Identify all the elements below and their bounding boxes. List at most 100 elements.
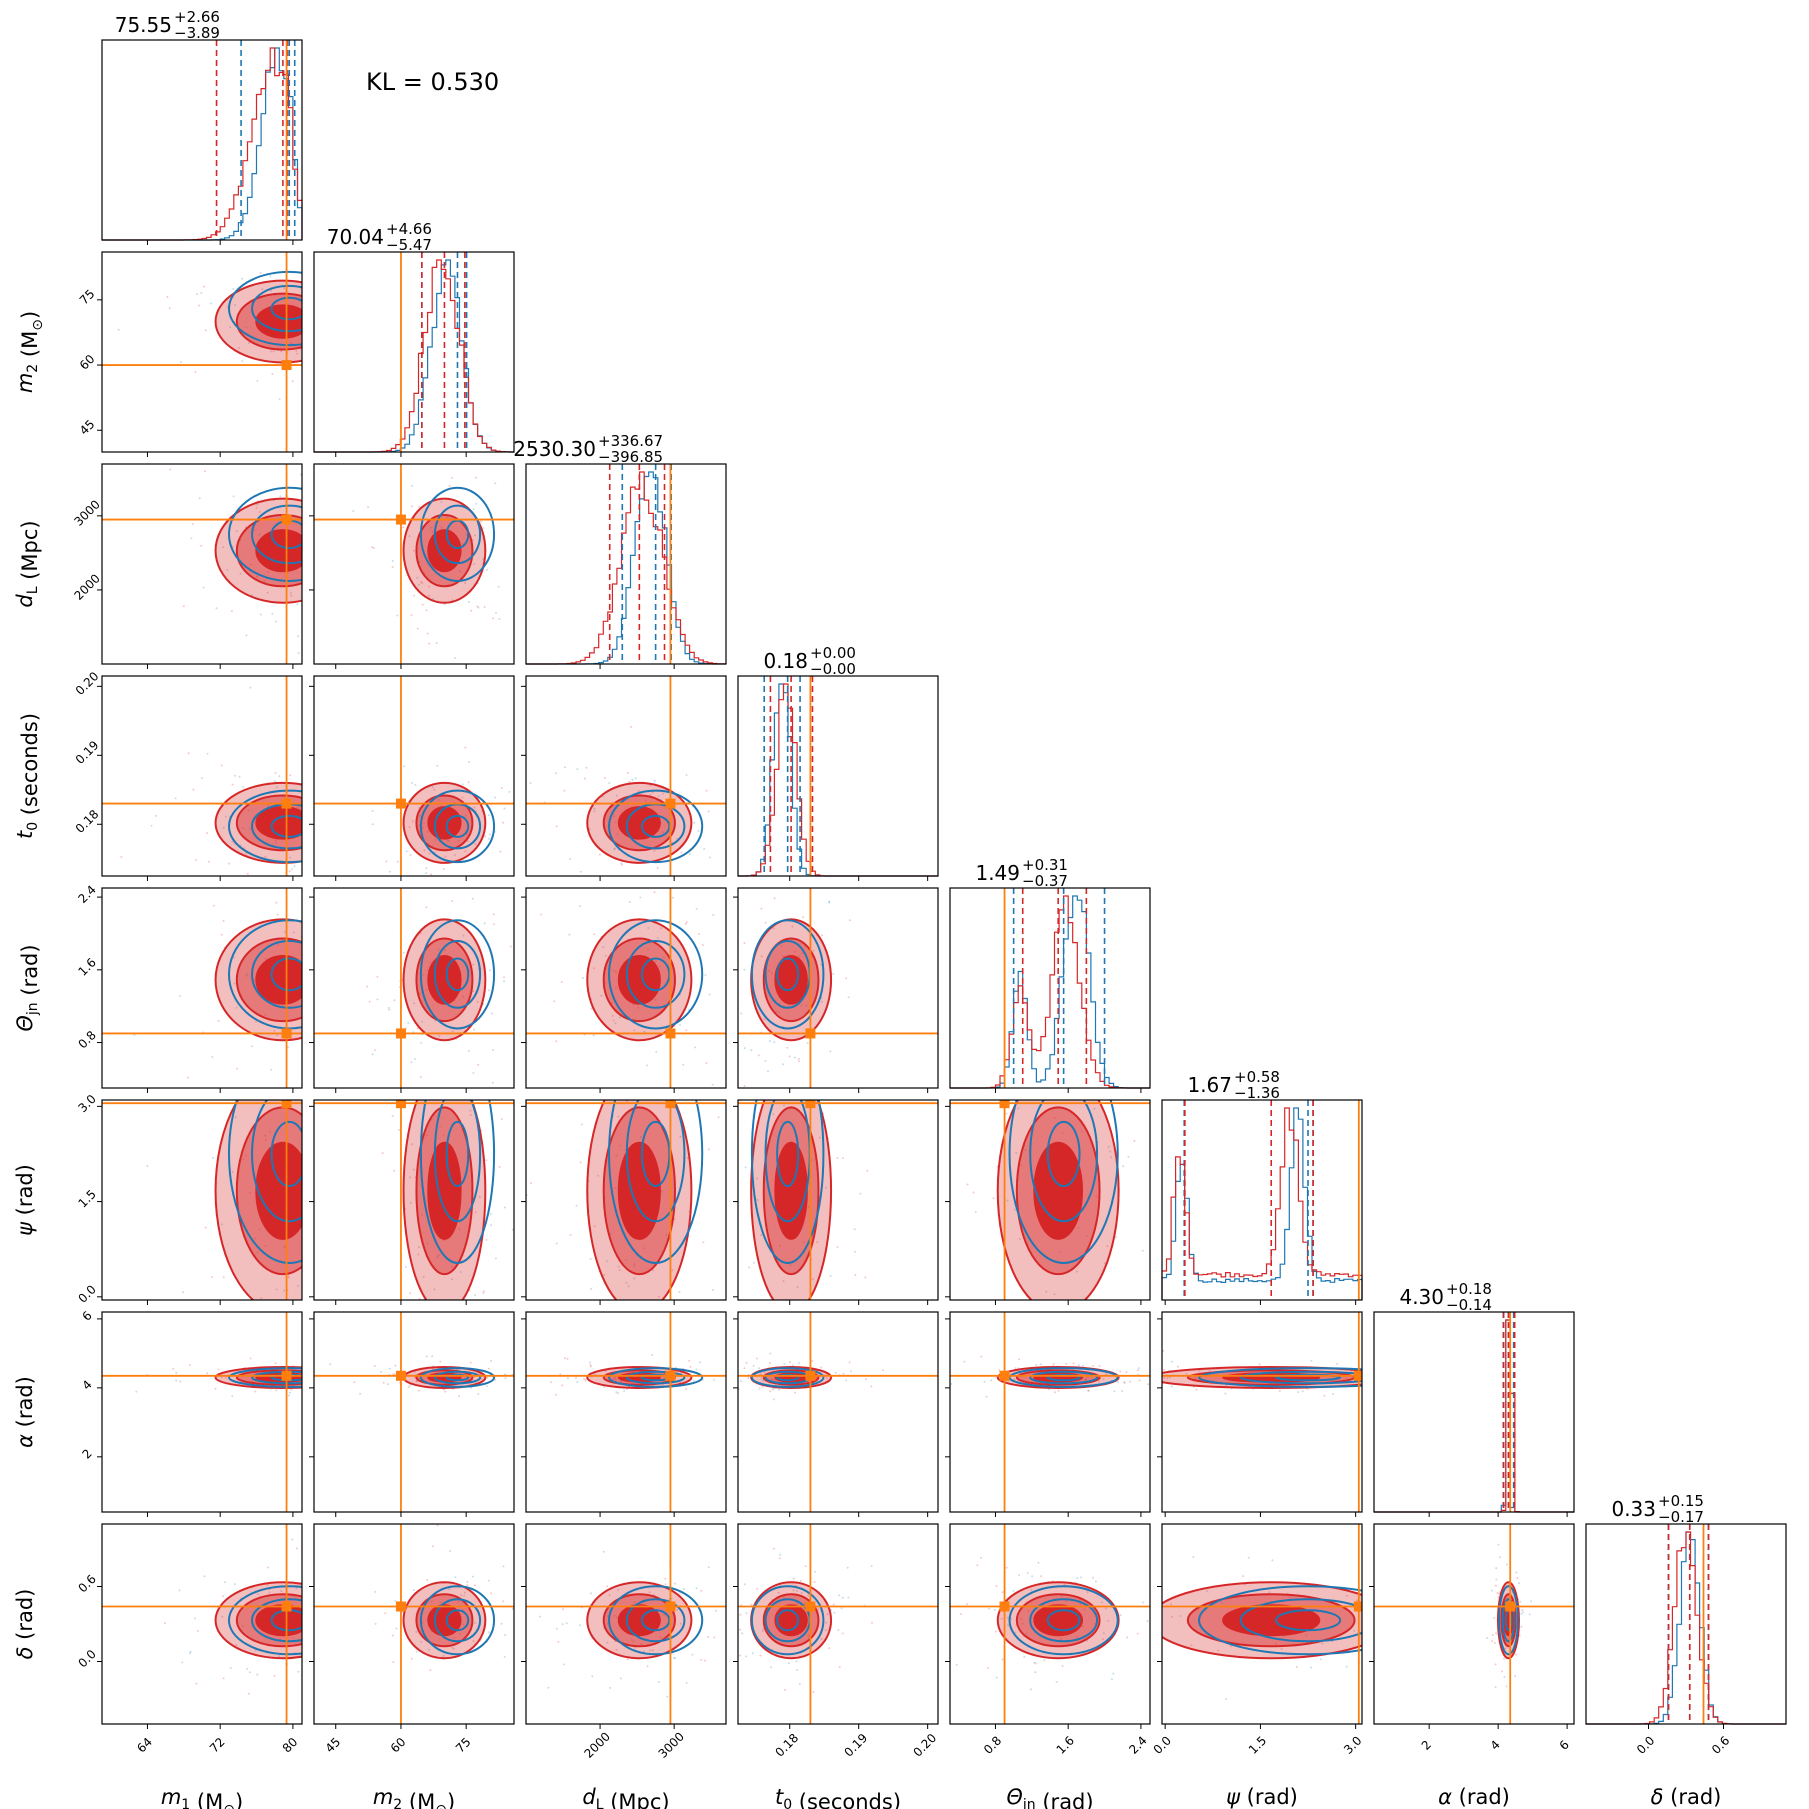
- sample-point: [403, 1044, 405, 1046]
- sample-point: [357, 1395, 359, 1397]
- sample-point: [418, 1246, 420, 1249]
- sample-point: [654, 1734, 656, 1736]
- sample-point: [1153, 1003, 1155, 1005]
- sample-point: [603, 1273, 606, 1276]
- sample-point: [770, 1666, 772, 1669]
- sample-point: [579, 1161, 582, 1164]
- sample-point: [1170, 1385, 1173, 1388]
- panel-frame: [1161, 1311, 1363, 1513]
- sample-point: [866, 1169, 869, 1172]
- contour-blue-outer: [1498, 1585, 1519, 1656]
- panel-content: [738, 1063, 938, 1448]
- sample-point: [633, 1265, 636, 1268]
- sample-point: [530, 1182, 532, 1185]
- sample-point: [291, 1538, 294, 1541]
- panel-frame: [525, 887, 727, 1089]
- sample-point: [297, 1284, 300, 1287]
- sample-point: [295, 350, 298, 352]
- sample-point: [438, 1125, 441, 1128]
- sample-point: [274, 772, 277, 774]
- sample-point: [325, 1277, 327, 1279]
- sample-point: [464, 814, 467, 817]
- sample-point: [743, 942, 746, 945]
- sample-point: [317, 574, 319, 576]
- sample-point: [658, 965, 661, 968]
- sample-point: [751, 1652, 754, 1655]
- sample-point: [234, 774, 237, 777]
- sample-point: [763, 1371, 766, 1374]
- sample-point: [204, 470, 206, 473]
- sample-point: [305, 982, 307, 984]
- sample-point: [253, 529, 256, 532]
- sample-point: [359, 1392, 362, 1395]
- sample-point: [387, 1006, 390, 1009]
- sample-point: [700, 1589, 703, 1592]
- sample-point: [648, 1591, 651, 1594]
- sample-point: [511, 1607, 514, 1610]
- sample-point: [618, 1269, 621, 1272]
- contour-blue-mid: [625, 1100, 686, 1223]
- sample-point: [393, 1373, 396, 1375]
- sample-point: [813, 1581, 816, 1583]
- sample-point: [603, 1385, 606, 1388]
- sample-point: [427, 830, 429, 833]
- sample-point: [333, 1021, 335, 1023]
- y-tick-label: 4: [80, 1377, 95, 1392]
- sample-point: [259, 613, 262, 616]
- sample-point: [392, 1661, 395, 1664]
- sample-point: [384, 306, 386, 308]
- sample-point: [1446, 1377, 1448, 1379]
- sample-point: [1519, 1600, 1522, 1603]
- sample-point: [428, 866, 430, 868]
- sample-point: [267, 1566, 270, 1569]
- sample-point: [494, 1378, 497, 1381]
- sample-point: [819, 1341, 821, 1343]
- sample-point: [816, 1241, 819, 1243]
- sample-point: [1491, 1640, 1494, 1643]
- sample-point: [497, 585, 500, 588]
- sample-point: [330, 279, 332, 281]
- sample-point: [732, 1375, 734, 1377]
- y-tick-label: 60: [77, 352, 98, 373]
- sample-point: [1081, 1625, 1084, 1628]
- sample-point: [439, 1360, 442, 1363]
- sample-point: [613, 1326, 615, 1328]
- sample-point: [317, 635, 319, 637]
- sample-point: [204, 329, 207, 332]
- sample-point: [740, 1446, 742, 1448]
- sample-point: [772, 846, 774, 848]
- sample-point: [324, 1377, 326, 1379]
- sample-point: [303, 974, 305, 976]
- sample-point: [1033, 1661, 1036, 1664]
- sample-point: [307, 1030, 309, 1032]
- sample-point: [985, 1395, 988, 1398]
- sample-point: [1084, 1378, 1087, 1381]
- sample-point: [492, 1049, 495, 1052]
- sample-point: [744, 835, 746, 837]
- sample-point: [487, 814, 490, 817]
- sample-point: [324, 906, 326, 908]
- contour-blue-outer: [228, 1367, 302, 1388]
- sample-point: [487, 1579, 490, 1582]
- sample-point: [626, 771, 629, 774]
- sample-point: [1083, 1608, 1086, 1611]
- sample-point: [606, 1641, 609, 1644]
- sample-point: [745, 1361, 748, 1364]
- diag-panel-2: 2530.30 +336.67−396.85: [513, 432, 727, 669]
- sample-point: [1271, 1559, 1274, 1562]
- sample-point: [1384, 1639, 1386, 1641]
- sample-point: [437, 948, 440, 951]
- sample-point: [391, 566, 394, 569]
- sample-point: [1080, 1077, 1082, 1079]
- sample-point: [290, 594, 293, 597]
- sample-point: [354, 1369, 356, 1371]
- sample-point: [859, 1192, 862, 1195]
- sample-point: [787, 1662, 790, 1665]
- sample-point: [428, 852, 431, 855]
- sample-point: [235, 530, 238, 533]
- sample-point: [786, 1063, 788, 1065]
- sample-point: [828, 1647, 831, 1650]
- sample-point: [415, 1630, 418, 1633]
- sample-point: [469, 1113, 472, 1116]
- sample-point: [423, 849, 426, 852]
